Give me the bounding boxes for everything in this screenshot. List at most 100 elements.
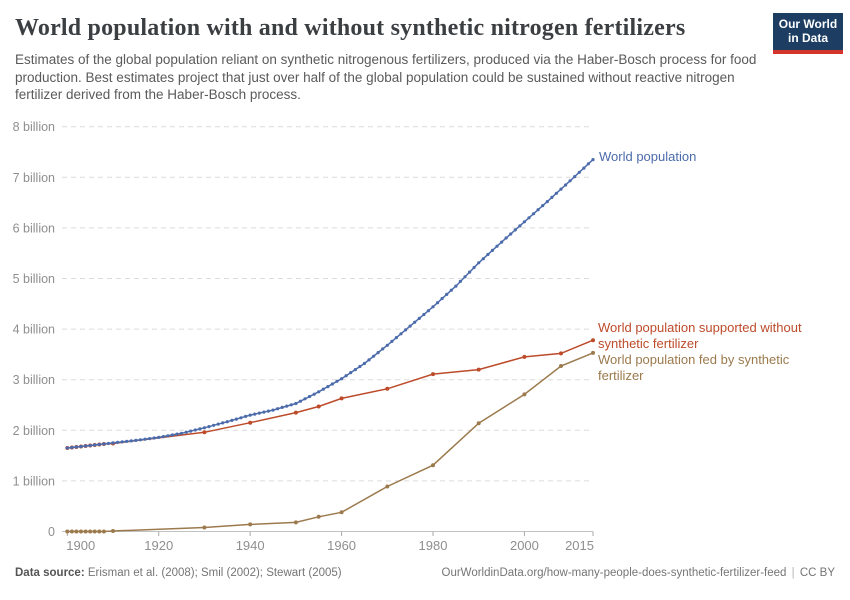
data-point-world-population	[65, 446, 69, 450]
data-point-fed-by-fertilizer	[476, 421, 481, 426]
data-point-world-population	[289, 403, 293, 407]
data-point-world-population	[221, 421, 225, 425]
data-point-without-fertilizer	[293, 410, 298, 415]
data-point-world-population	[97, 442, 101, 447]
data-point-world-population	[417, 316, 421, 320]
data-point-world-population	[184, 430, 188, 434]
data-point-fed-by-fertilizer	[88, 529, 93, 534]
data-point-world-population	[129, 439, 133, 443]
data-point-world-population	[308, 394, 312, 399]
x-tick-label: 1980	[419, 538, 448, 553]
data-point-world-population	[230, 418, 234, 422]
data-point-world-population	[335, 379, 339, 383]
logo-text-line2: in Data	[787, 30, 828, 45]
data-point-world-population	[509, 232, 513, 236]
data-point-world-population	[477, 261, 481, 265]
data-point-without-fertilizer	[522, 354, 527, 359]
data-point-world-population	[212, 423, 216, 427]
data-point-without-fertilizer	[591, 338, 595, 343]
data-point-world-population	[385, 343, 389, 347]
y-tick-label: 0	[48, 525, 55, 539]
data-point-world-population	[244, 414, 248, 418]
data-point-world-population	[545, 200, 549, 204]
data-point-world-population	[120, 440, 124, 444]
data-point-world-population	[280, 405, 284, 409]
data-point-fed-by-fertilizer	[559, 364, 563, 368]
data-point-world-population	[486, 252, 490, 257]
data-point-fed-by-fertilizer	[79, 529, 83, 534]
data-point-without-fertilizer	[248, 420, 253, 425]
data-point-world-population	[490, 248, 494, 252]
data-point-world-population	[294, 401, 298, 406]
data-point-world-population	[102, 442, 106, 446]
data-point-fed-by-fertilizer	[248, 522, 253, 527]
data-point-world-population	[198, 427, 202, 431]
data-point-world-population	[180, 431, 184, 435]
license-cc-by[interactable]: CC BY	[799, 567, 835, 579]
data-point-world-population	[550, 195, 554, 199]
series-label-fed-by-fertilizer: World population fed by synthetic fertil…	[598, 352, 790, 383]
data-point-world-population	[143, 437, 147, 441]
data-point-world-population	[591, 158, 595, 162]
data-point-world-population	[152, 436, 156, 440]
series-label-world-population: World population	[599, 149, 697, 164]
x-tick-label: 2000	[510, 538, 539, 553]
data-point-fed-by-fertilizer	[111, 529, 115, 533]
data-point-world-population	[93, 443, 97, 447]
data-point-world-population	[276, 407, 280, 411]
footer-citation: OurWorldinData.org/how-many-people-does-…	[442, 567, 836, 579]
data-source-value: Erisman et al. (2008); Smil (2002); Stew…	[87, 567, 342, 579]
data-point-world-population	[504, 236, 508, 240]
data-point-world-population	[358, 364, 362, 369]
data-point-world-population	[376, 351, 380, 355]
data-point-fed-by-fertilizer	[101, 529, 106, 534]
data-point-world-population	[522, 220, 527, 224]
data-point-world-population	[408, 324, 412, 328]
data-point-world-population	[344, 374, 348, 378]
data-point-world-population	[84, 444, 88, 448]
data-point-world-population	[298, 399, 302, 403]
data-point-world-population	[541, 204, 545, 208]
y-tick-label: 3 billion	[13, 373, 55, 387]
x-tick-label: 1900	[66, 538, 95, 553]
page-title: World population with and without synthe…	[15, 15, 686, 41]
data-point-world-population	[166, 434, 170, 438]
data-point-world-population	[207, 425, 211, 429]
y-tick-label: 8 billion	[13, 120, 55, 134]
data-point-world-population	[116, 440, 120, 444]
data-point-world-population	[436, 301, 440, 305]
data-point-world-population	[326, 385, 330, 389]
data-point-world-population	[495, 244, 499, 248]
data-point-world-population	[458, 279, 462, 283]
data-point-world-population	[463, 275, 467, 279]
data-point-world-population	[70, 445, 74, 450]
data-point-world-population	[372, 354, 376, 358]
data-point-without-fertilizer	[431, 372, 435, 377]
data-point-fed-by-fertilizer	[65, 529, 70, 534]
data-point-world-population	[161, 435, 165, 439]
y-tick-label: 2 billion	[13, 424, 55, 438]
data-point-world-population	[111, 441, 115, 445]
data-point-world-population	[79, 444, 83, 449]
data-point-world-population	[554, 191, 559, 195]
data-point-world-population	[500, 240, 504, 244]
citation-url[interactable]: OurWorldinData.org/how-many-people-does-…	[441, 567, 787, 579]
data-point-world-population	[568, 179, 572, 183]
data-point-world-population	[262, 410, 266, 414]
data-point-world-population	[157, 435, 161, 439]
data-point-world-population	[138, 438, 142, 442]
data-point-world-population	[559, 187, 563, 191]
y-tick-label: 6 billion	[13, 221, 55, 235]
data-point-world-population	[285, 404, 289, 408]
owid-logo[interactable]: Our World in Data	[773, 13, 843, 54]
page-subtitle: Estimates of the global population relia…	[15, 52, 757, 102]
data-point-world-population	[367, 358, 371, 362]
series-line-world-population	[67, 159, 594, 449]
data-point-world-population	[170, 433, 174, 437]
data-point-world-population	[330, 382, 334, 386]
data-point-world-population	[532, 212, 536, 216]
y-tick-label: 5 billion	[13, 272, 55, 286]
data-point-fed-by-fertilizer	[431, 463, 435, 468]
